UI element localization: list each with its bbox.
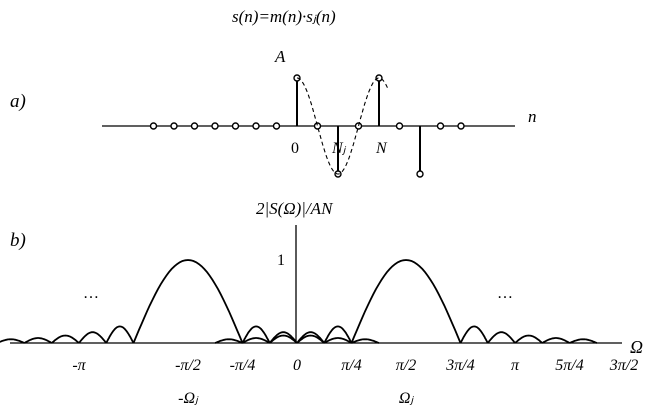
spectrum-lobe-negative [269,331,298,344]
sample-point [190,122,199,130]
panel-b-xlabel: Ω [630,337,643,357]
spectrum-lobe-negative [132,259,244,344]
spectrum-lobe-positive [296,331,325,344]
panel-a-sequence [149,74,465,178]
sample-point [313,122,322,130]
panel-b-y-one: 1 [277,252,285,269]
tick-label: -π/2 [175,357,201,374]
sample-point [416,170,424,178]
panel-a-tick-zero: 0 [291,140,299,157]
panel-a-label: a) [10,91,26,112]
carrier-envelope [296,77,389,175]
spectrum-lobe-positive [214,338,243,344]
tick-label: π [511,357,520,374]
panel-b-sub-tick-labels: -Ωⱼ Ωⱼ [178,390,414,407]
sample-point [375,74,383,82]
spectrum-lobe-positive [569,338,598,344]
panel-a-tick-n: N [375,140,388,157]
spectrum-lobe-positive [269,334,298,344]
tick-label: 0 [293,357,301,374]
panel-b-spectrum [0,259,598,344]
spectrum-lobe-negative [296,334,325,344]
panel-b-dots-left: … [83,285,99,302]
spectrum-lobe-negative [78,331,107,344]
panel-b-tick-labels: -π -π/2 -π/4 0 π/4 π/2 3π/4 π 5π/4 3π/2 [72,357,638,374]
tick-label: 3π/2 [609,357,638,374]
spectrum-lobe-negative [241,325,271,344]
spectrum-lobe-negative [351,338,380,344]
sample-point [436,122,445,130]
spectrum-lobe-positive [514,334,543,344]
tick-label: -π [72,357,86,374]
spectrum-lobe-negative [323,337,352,344]
panel-a-axis-label: n [528,107,537,126]
spectrum-lobe-positive [487,331,516,344]
tick-label: π/2 [396,357,416,374]
panel-a-amplitude-label: A [274,47,286,66]
sample-point [170,122,178,130]
spectrum-lobe-positive [459,325,489,344]
spectrum-lobe-positive [350,259,462,344]
panel-b-ylabel: 2|S(Ω)|/AN [256,199,334,218]
spectrum-lobe-negative [51,334,80,344]
panel-a-formula: s(n)=m(n)·sⱼ(n) [232,7,336,26]
sample-point [252,122,260,130]
sample-point [149,122,158,130]
sample-point [457,122,465,130]
panel-b-label: b) [10,230,26,251]
sample-point [395,122,404,130]
tick-label: 5π/4 [555,357,583,374]
spectrum-lobe-negative [105,325,135,344]
spectrum-lobe-negative [0,338,25,344]
sample-point [272,122,281,130]
sample-point [211,122,219,130]
sample-point [354,122,363,130]
spectrum-lobe-positive [541,337,570,344]
spectrum-lobe-positive [323,325,353,344]
spectrum-lobe-negative [24,337,53,344]
tick-label: -π/4 [230,357,256,374]
tick-label: π/4 [341,357,361,374]
tick-label: 3π/4 [445,357,474,374]
sub-tick-label: -Ωⱼ [178,390,199,407]
spectrum-lobe-positive [242,337,271,344]
sample-point [231,122,240,130]
panel-b-dots-right: … [497,285,513,302]
sub-tick-label: Ωⱼ [399,390,415,407]
